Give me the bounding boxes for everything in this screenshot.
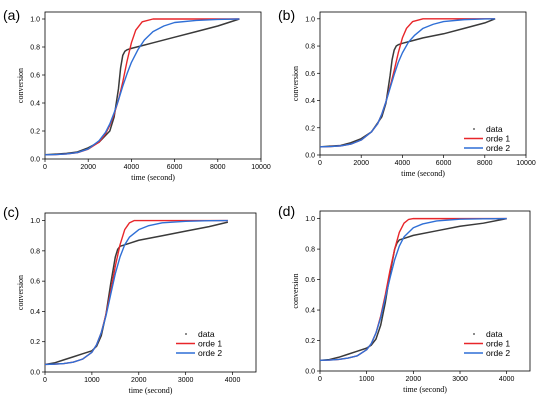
y-tick-label: 0.8 xyxy=(305,44,315,51)
y-axis-label: conversion xyxy=(291,273,300,308)
y-tick-label: 0.2 xyxy=(30,129,40,136)
y-tick-label: 0.6 xyxy=(30,73,40,80)
x-axis-label: time (second) xyxy=(403,385,447,394)
plot-frame xyxy=(44,11,262,160)
y-tick-label: 0.2 xyxy=(305,338,315,345)
series-line-orde-2 xyxy=(44,219,228,366)
y-axis-label: conversion xyxy=(291,66,300,101)
legend-marker-0 xyxy=(185,333,187,335)
x-tick-label: 0 xyxy=(318,376,322,383)
legend-label: orde 2 xyxy=(486,348,510,358)
x-tick-label: 10000 xyxy=(516,160,536,167)
y-tick-label: 0.0 xyxy=(30,370,40,377)
y-tick-label: 0.0 xyxy=(30,157,40,164)
panel-letter: (b) xyxy=(278,7,295,23)
y-axis-label: conversion xyxy=(16,68,25,103)
plot-frame xyxy=(319,210,531,372)
y-tick-label: 0.0 xyxy=(305,153,315,160)
y-tick-label: 0.6 xyxy=(305,71,315,78)
y-tick-label: 0.8 xyxy=(30,248,40,255)
y-tick-label: 0.2 xyxy=(305,125,315,132)
series-line-data xyxy=(319,217,507,362)
series-line-orde-2 xyxy=(319,217,507,362)
x-tick-label: 1000 xyxy=(359,376,375,383)
series-line-orde-2 xyxy=(44,18,240,156)
series-line-orde-2 xyxy=(319,18,496,148)
series-line-data xyxy=(319,18,496,148)
x-tick-label: 3000 xyxy=(452,376,468,383)
x-tick-label: 3000 xyxy=(178,377,194,384)
x-axis-label: time (second) xyxy=(131,173,175,182)
y-tick-label: 0.2 xyxy=(30,339,40,346)
x-axis-label: time (second) xyxy=(129,386,173,395)
chart-panel-3: (c) 0 1000 2000 3000 4000 0.0 0.2 0.4 0.6 0.8 1.0 ti… xyxy=(3,204,257,395)
series-line-orde-1 xyxy=(319,18,496,148)
y-tick-label: 0.8 xyxy=(30,45,40,52)
x-tick-label: 6000 xyxy=(167,164,183,171)
x-tick-label: 4000 xyxy=(499,376,515,383)
y-tick-label: 1.0 xyxy=(305,16,315,23)
plot-frame xyxy=(319,11,527,156)
y-tick-label: 1.0 xyxy=(30,17,40,24)
chart-panel-2: (b) 0 2000 4000 6000 8000 10000 0.0 0.2 0.4 0.6 0.8… xyxy=(278,7,536,178)
x-tick-label: 2000 xyxy=(131,377,147,384)
panel-letter: (a) xyxy=(3,7,20,23)
x-tick-label: 2000 xyxy=(406,376,422,383)
x-tick-label: 0 xyxy=(43,164,47,171)
legend-marker-0 xyxy=(473,128,475,130)
y-tick-label: 0.6 xyxy=(305,277,315,284)
legend-label: data xyxy=(486,124,503,134)
legend-label: orde 1 xyxy=(486,134,510,144)
x-tick-label: 4000 xyxy=(124,164,140,171)
y-axis-label: conversion xyxy=(16,275,25,310)
legend-label: data xyxy=(486,329,503,339)
x-tick-label: 10000 xyxy=(251,164,271,171)
y-tick-label: 0.4 xyxy=(305,308,315,315)
y-tick-label: 0.8 xyxy=(305,247,315,254)
x-tick-label: 4000 xyxy=(225,377,241,384)
x-axis-label: time (second) xyxy=(401,169,445,178)
legend-label: orde 2 xyxy=(198,348,222,358)
x-tick-label: 6000 xyxy=(436,160,452,167)
series-line-data xyxy=(44,18,240,156)
y-tick-label: 1.0 xyxy=(30,218,40,225)
legend-label: orde 2 xyxy=(486,143,510,153)
series-line-orde-1 xyxy=(319,217,507,362)
chart-panel-1: (a) 0 2000 4000 6000 8000 10000 0.0 0.2 0.4 0.6 0.8… xyxy=(3,7,271,182)
series-line-orde-1 xyxy=(44,18,240,156)
y-tick-label: 0.0 xyxy=(305,369,315,376)
x-tick-label: 8000 xyxy=(477,160,493,167)
legend-label: orde 1 xyxy=(198,339,222,349)
legend-label: orde 1 xyxy=(486,339,510,349)
series-line-data xyxy=(44,221,229,366)
x-tick-label: 4000 xyxy=(395,160,411,167)
x-tick-label: 0 xyxy=(43,377,47,384)
y-tick-label: 0.4 xyxy=(30,309,40,316)
plot-frame xyxy=(44,212,257,373)
panel-letter: (c) xyxy=(3,204,19,220)
x-tick-label: 2000 xyxy=(80,164,96,171)
legend-marker-0 xyxy=(473,333,475,335)
y-tick-label: 0.6 xyxy=(30,279,40,286)
x-tick-label: 1000 xyxy=(84,377,100,384)
panel-letter: (d) xyxy=(278,203,295,219)
x-tick-label: 0 xyxy=(318,160,322,167)
legend-label: data xyxy=(198,329,215,339)
x-tick-label: 8000 xyxy=(210,164,226,171)
y-tick-label: 0.4 xyxy=(30,101,40,108)
x-tick-label: 2000 xyxy=(353,160,369,167)
y-tick-label: 0.4 xyxy=(305,98,315,105)
y-tick-label: 1.0 xyxy=(305,216,315,223)
chart-panel-4: (d) 0 1000 2000 3000 4000 0.0 0.2 0.4 0.6 0.8 1.0 ti… xyxy=(278,203,531,394)
